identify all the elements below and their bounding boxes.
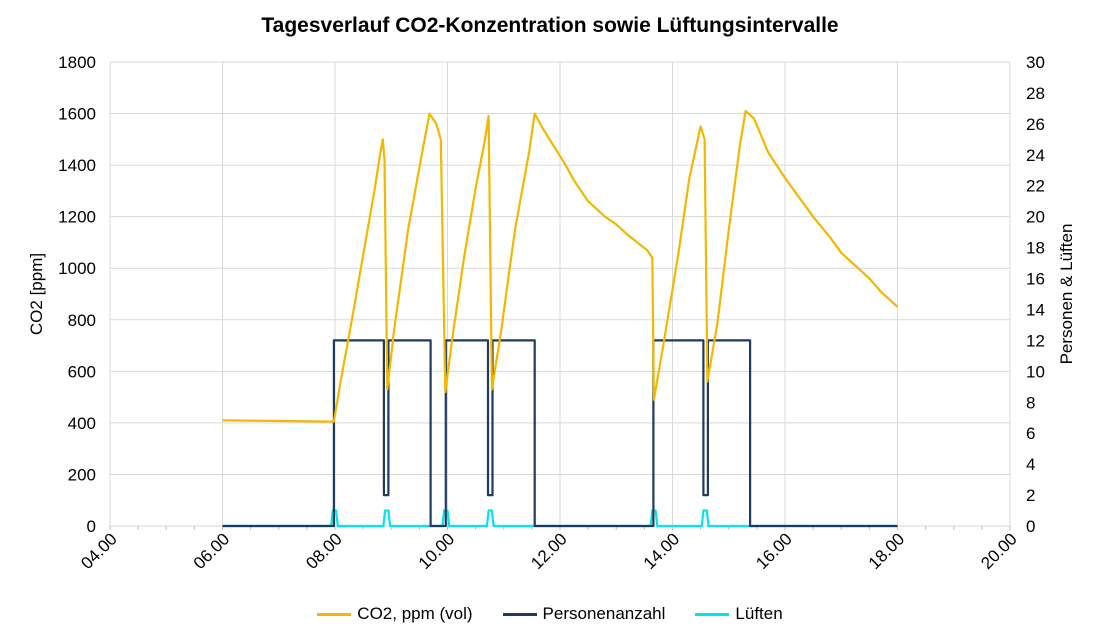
y2-tick-label: 14 bbox=[1026, 300, 1045, 319]
x-tick-label: 12.00 bbox=[527, 529, 571, 573]
legend-swatch bbox=[317, 612, 352, 616]
x-tick-label: 20.00 bbox=[977, 529, 1021, 573]
series-line-co2 bbox=[222, 109, 899, 423]
y2-tick-label: 18 bbox=[1026, 239, 1045, 258]
legend-swatch bbox=[695, 612, 730, 616]
x-tick-label: 16.00 bbox=[752, 529, 796, 573]
y-tick-label: 0 bbox=[87, 517, 96, 536]
x-tick-label: 14.00 bbox=[640, 529, 684, 573]
x-tick-label: 08.00 bbox=[302, 529, 346, 573]
y2-tick-label: 8 bbox=[1026, 393, 1035, 412]
series-layer bbox=[222, 109, 899, 528]
legend-item: Personenanzahl bbox=[502, 604, 666, 624]
legend-label: Personenanzahl bbox=[542, 604, 666, 623]
legend-item: Lüften bbox=[695, 604, 783, 624]
legend-swatch bbox=[502, 612, 537, 616]
y2-tick-label: 4 bbox=[1026, 455, 1035, 474]
legend: CO2, ppm (vol) Personenanzahl Lüften bbox=[0, 604, 1100, 624]
y2-tick-label: 28 bbox=[1026, 84, 1045, 103]
y2-axis-title: Personen & Lüften bbox=[1057, 224, 1076, 365]
legend-label: CO2, ppm (vol) bbox=[357, 604, 473, 623]
y-tick-label: 400 bbox=[68, 414, 96, 433]
y-tick-label: 600 bbox=[68, 362, 96, 381]
gridlines bbox=[109, 61, 1011, 527]
legend-item: CO2, ppm (vol) bbox=[317, 604, 473, 624]
x-tick-label: 10.00 bbox=[415, 529, 459, 573]
y2-tick-label: 10 bbox=[1026, 362, 1045, 381]
chart-title: Tagesverlauf CO2-Konzentration sowie Lüf… bbox=[261, 14, 839, 37]
y2-tick-label: 16 bbox=[1026, 270, 1045, 289]
y2-tick-label: 20 bbox=[1026, 208, 1045, 227]
legend-label: Lüften bbox=[735, 604, 783, 623]
y2-tick-label: 6 bbox=[1026, 424, 1035, 443]
x-tick-label: 18.00 bbox=[865, 529, 909, 573]
y-tick-label: 1800 bbox=[58, 53, 96, 72]
x-tick-label: 06.00 bbox=[190, 529, 234, 573]
y-tick-label: 200 bbox=[68, 465, 96, 484]
y-tick-label: 1600 bbox=[58, 105, 96, 124]
x-tick-label: 04.00 bbox=[77, 529, 121, 573]
y-tick-label: 800 bbox=[68, 311, 96, 330]
y2-tick-label: 26 bbox=[1026, 115, 1045, 134]
y2-tick-label: 24 bbox=[1026, 146, 1045, 165]
y2-tick-label: 30 bbox=[1026, 53, 1045, 72]
y-tick-label: 1400 bbox=[58, 156, 96, 175]
y2-tick-label: 0 bbox=[1026, 517, 1035, 536]
y-tick-label: 1200 bbox=[58, 208, 96, 227]
y-tick-label: 1000 bbox=[58, 259, 96, 278]
y2-tick-label: 2 bbox=[1026, 486, 1035, 505]
series-line-lueften bbox=[222, 509, 898, 528]
y2-tick-label: 12 bbox=[1026, 331, 1045, 350]
series-line-personenanzahl bbox=[222, 339, 898, 528]
y2-tick-label: 22 bbox=[1026, 177, 1045, 196]
y-axis-title: CO2 [ppm] bbox=[27, 253, 46, 335]
